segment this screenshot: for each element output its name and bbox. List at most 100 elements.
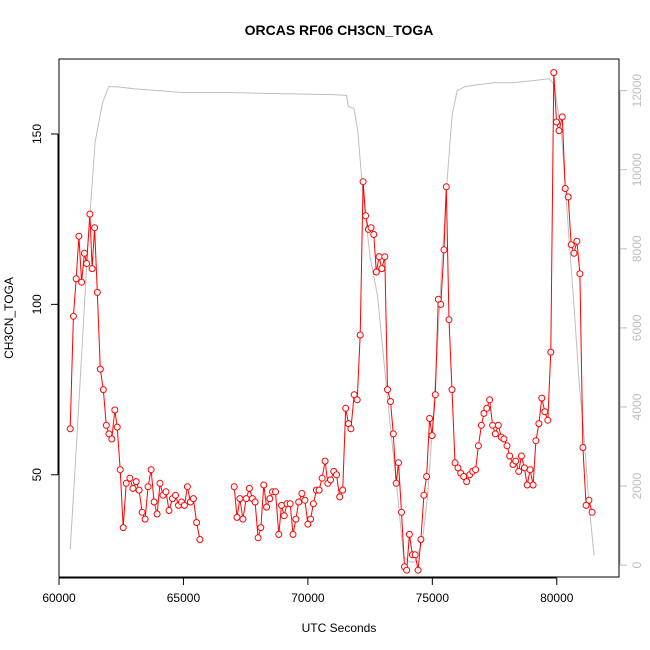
ch3cn-data-point [180,501,188,509]
ch3cn-data-point [403,566,411,574]
ch3cn-data-point [119,524,127,532]
ch3cn-data-point [69,312,77,320]
ch3cn-data-point [72,275,80,283]
y-tick-label: 50 [30,468,44,482]
ch3cn-data-point [132,478,140,486]
x-tick-label: 70000 [291,591,325,605]
ch3cn-data-point [582,501,590,509]
ch3cn-data-point [405,530,413,538]
ch3cn-data-point [113,423,121,431]
ch3cn-data-point [440,246,448,254]
ch3cn-data-point [309,500,317,508]
ch3cn-data-point [500,435,508,443]
ch3cn-data-point [523,481,531,489]
ch3cn-data-point [395,459,402,467]
ch3cn-data-point [474,442,482,450]
ch3cn-data-point [150,498,158,506]
ch3cn-data-point [275,530,283,538]
ch3cn-data-point [398,508,405,516]
ch3cn-data-point [423,473,431,480]
ch3cn-data-point [417,536,425,543]
ch3cn-data-point [350,391,358,399]
ch3cn-data-point [381,253,389,261]
ch3cn-data-point [483,404,491,412]
ch3cn-data-point [295,498,303,506]
ch3cn-data-point [196,536,204,543]
ch3cn-data-point [573,237,581,245]
ch3cn-data-point [389,430,397,438]
ch3cn-data-point [526,466,534,474]
y-tick-label: 100 [30,294,44,314]
ch3cn-data-point [189,495,197,503]
ch3cn-data-point [558,113,566,121]
ch3cn-data-point [105,430,113,438]
ch3cn-data-point [472,466,480,474]
y2-tick-label: 10000 [630,153,644,187]
ch3cn-data-point [315,486,323,494]
ch3cn-data-point [375,253,383,261]
ch3cn-data-point [292,515,300,523]
ch3cn-data-point [392,479,400,487]
ch3cn-data-point [347,425,355,433]
ch3cn-data-point [370,231,378,238]
ch3cn-data-point [286,500,294,508]
ch3cn-data-point [86,210,94,218]
ch3cn-data-point [165,507,173,514]
ch3cn-data-point [342,404,350,412]
ch3cn-data-point [122,479,130,487]
ch3cn-data-point [367,224,375,232]
ch3cn-data-point [144,483,152,491]
y2-tick-label: 2000 [630,472,644,499]
ch3cn-data-point [339,486,347,494]
ch3cn-data-point [588,508,596,516]
x-axis-label: UTC Seconds [302,621,377,635]
ch3cn-data-point [91,224,99,232]
ch3cn-data-point [544,416,552,424]
ch3cn-data-point [372,268,380,276]
ch3cn-data-point [420,491,428,499]
chart-title: ORCAS RF06 CH3CN_TOGA [245,22,434,38]
ch3cn-data-point [263,503,271,511]
ch3cn-data-point [553,118,560,126]
ch3cn-data-point [445,316,453,324]
ch3cn-data-point [517,452,525,460]
ch3cn-data-point [378,265,386,273]
ch3cn-data-point [384,386,391,394]
ch3cn-data-point [515,467,523,475]
ch3cn-data-point [129,484,137,492]
x-tick-label: 60000 [42,591,76,605]
ch3cn-data-point [535,420,543,428]
ch3cn-data-point [491,430,499,438]
plot-frame [58,58,620,578]
ch3cn-data-point [362,212,370,220]
ch3cn-data-point [88,265,96,273]
ch3cn-data-point [80,249,88,257]
ch3cn-data-point [239,515,247,523]
ch3cn-data-point [75,232,83,240]
ch3cn-data-point [108,435,116,443]
ch3cn-data-point [550,69,558,77]
ch3cn-data-point [111,406,119,414]
ch3cn-data-point [506,452,514,460]
ch3cn-data-point [353,396,361,404]
ch3cn-data-point [93,288,101,296]
ch3cn-data-point [141,515,149,523]
axes-layer: 60000 65000 70000 75000 80000 50 100 150 0 2000 40… [30,74,644,605]
ch3cn-data-point [193,519,201,526]
ch3cn-data-point [242,495,250,503]
y2-tick-label: 0 [630,561,644,568]
ch3cn-data-point [138,508,146,516]
ch3cn-data-point [147,466,155,474]
ch3cn-data-point [260,481,268,489]
ch3cn-data-point [520,464,528,472]
ch3cn-data-point [236,495,244,503]
ch3cn-data-point [567,241,575,249]
ch3cn-data-point [156,479,164,487]
ch3cn-data-point [333,471,340,479]
ch3cn-data-point [359,178,367,186]
ch3cn-data-point [555,127,563,135]
y2-tick-label: 8000 [630,235,644,262]
x-tick-label: 75000 [416,591,450,605]
